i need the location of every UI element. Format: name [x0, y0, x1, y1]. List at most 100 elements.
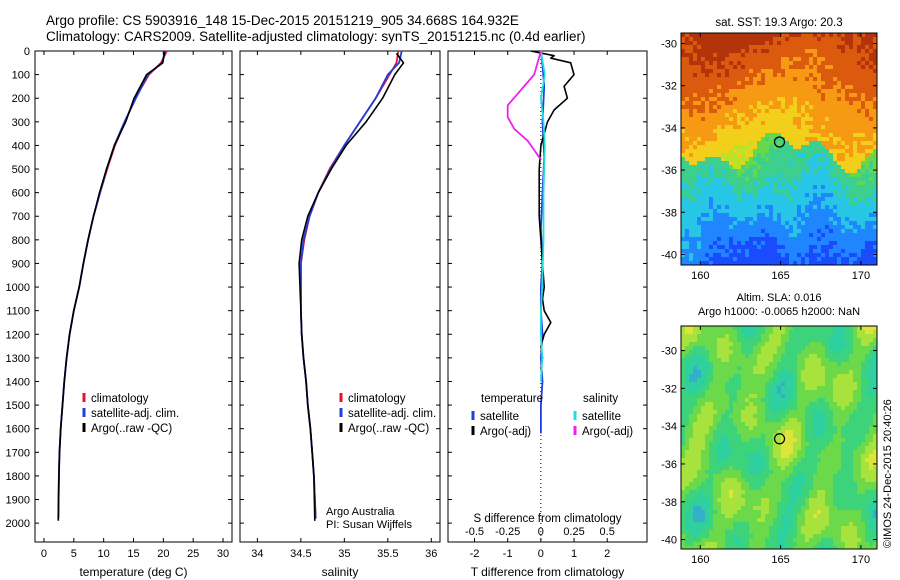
- map-cell: [805, 418, 810, 423]
- map-cell: [861, 374, 866, 379]
- map-cell: [701, 398, 706, 403]
- map-cell: [789, 149, 794, 154]
- map-cell: [693, 358, 698, 363]
- map-cell: [733, 229, 738, 234]
- map-cell: [725, 69, 730, 74]
- map-cell: [845, 434, 850, 439]
- map-cell: [821, 133, 826, 138]
- map-cell: [689, 117, 694, 122]
- map-cell: [729, 338, 734, 343]
- map-cell: [685, 334, 690, 339]
- map-cell: [757, 181, 762, 186]
- map-cell: [849, 362, 854, 367]
- map-cell: [733, 161, 738, 166]
- map-cell: [821, 378, 826, 383]
- map-cell: [741, 374, 746, 379]
- map-cell: [721, 398, 726, 403]
- map-cell: [845, 326, 850, 331]
- map-cell: [853, 245, 858, 250]
- map-cell: [701, 77, 706, 82]
- map-cell: [785, 354, 790, 359]
- x-tick-label: -1: [503, 548, 513, 560]
- map-cell: [769, 201, 774, 206]
- x-tick-label: 36: [425, 548, 437, 560]
- map-cell: [777, 105, 782, 110]
- map-cell: [837, 402, 842, 407]
- map-cell: [709, 229, 714, 234]
- map-cell: [765, 45, 770, 50]
- map-cell: [693, 462, 698, 467]
- map-cell: [873, 422, 877, 427]
- map-cell: [753, 73, 758, 78]
- map-cell: [717, 33, 722, 38]
- map-cell: [813, 458, 818, 463]
- map-cell: [753, 157, 758, 162]
- map-cell: [833, 89, 838, 94]
- map-cell: [853, 57, 858, 62]
- map-cell: [777, 177, 782, 182]
- map-cell: [721, 193, 726, 198]
- map-cell: [717, 418, 722, 423]
- map-cell: [849, 177, 854, 182]
- map-cell: [701, 366, 706, 371]
- map-cell: [733, 185, 738, 190]
- map-cell: [809, 253, 814, 258]
- map-cell: [837, 73, 842, 78]
- map-cell: [849, 442, 854, 447]
- map-cell: [749, 49, 754, 54]
- map-cell: [701, 133, 706, 138]
- map-cell: [769, 470, 774, 475]
- map-cell: [721, 253, 726, 258]
- map-cell: [873, 149, 877, 154]
- map-cell: [817, 374, 822, 379]
- map-cell: [693, 426, 698, 431]
- map-cell: [873, 165, 877, 170]
- map-cell: [809, 330, 814, 335]
- map-cell: [865, 398, 870, 403]
- map-cell: [689, 53, 694, 58]
- map-cell: [721, 406, 726, 411]
- map-cell: [729, 233, 734, 238]
- map-cell: [757, 245, 762, 250]
- map-cell: [701, 394, 706, 399]
- map-cell: [741, 466, 746, 471]
- map-cell: [729, 149, 734, 154]
- map-cell: [741, 145, 746, 150]
- map-cell: [697, 69, 702, 74]
- map-cell: [745, 394, 750, 399]
- map-cell: [725, 209, 730, 214]
- map-cell: [689, 41, 694, 46]
- map-cell: [805, 350, 810, 355]
- map-cell: [769, 157, 774, 162]
- map-cell: [837, 89, 842, 94]
- map-cell: [865, 153, 870, 158]
- map-cell: [841, 442, 846, 447]
- map-cell: [773, 454, 778, 459]
- map-cell: [869, 205, 874, 210]
- map-cell: [725, 233, 730, 238]
- map-cell: [729, 153, 734, 158]
- map-cell: [761, 257, 766, 262]
- map-cell: [797, 398, 802, 403]
- map-cell: [821, 117, 826, 122]
- map-cell: [741, 209, 746, 214]
- map-cell: [825, 474, 830, 479]
- map-cell: [837, 446, 842, 451]
- map-cell: [685, 121, 690, 126]
- map-cell: [693, 93, 698, 98]
- map-cell: [737, 253, 742, 258]
- map-cell: [753, 474, 758, 479]
- map-cell: [749, 77, 754, 82]
- map-cell: [721, 241, 726, 246]
- map-cell: [833, 173, 838, 178]
- map-cell: [865, 165, 870, 170]
- map-cell: [809, 145, 814, 150]
- map-cell: [809, 177, 814, 182]
- map-cell: [785, 366, 790, 371]
- map-cell: [825, 89, 830, 94]
- map-cell: [809, 402, 814, 407]
- map-cell: [769, 37, 774, 42]
- map-cell: [797, 466, 802, 471]
- map-cell: [781, 61, 786, 66]
- map-cell: [709, 65, 714, 70]
